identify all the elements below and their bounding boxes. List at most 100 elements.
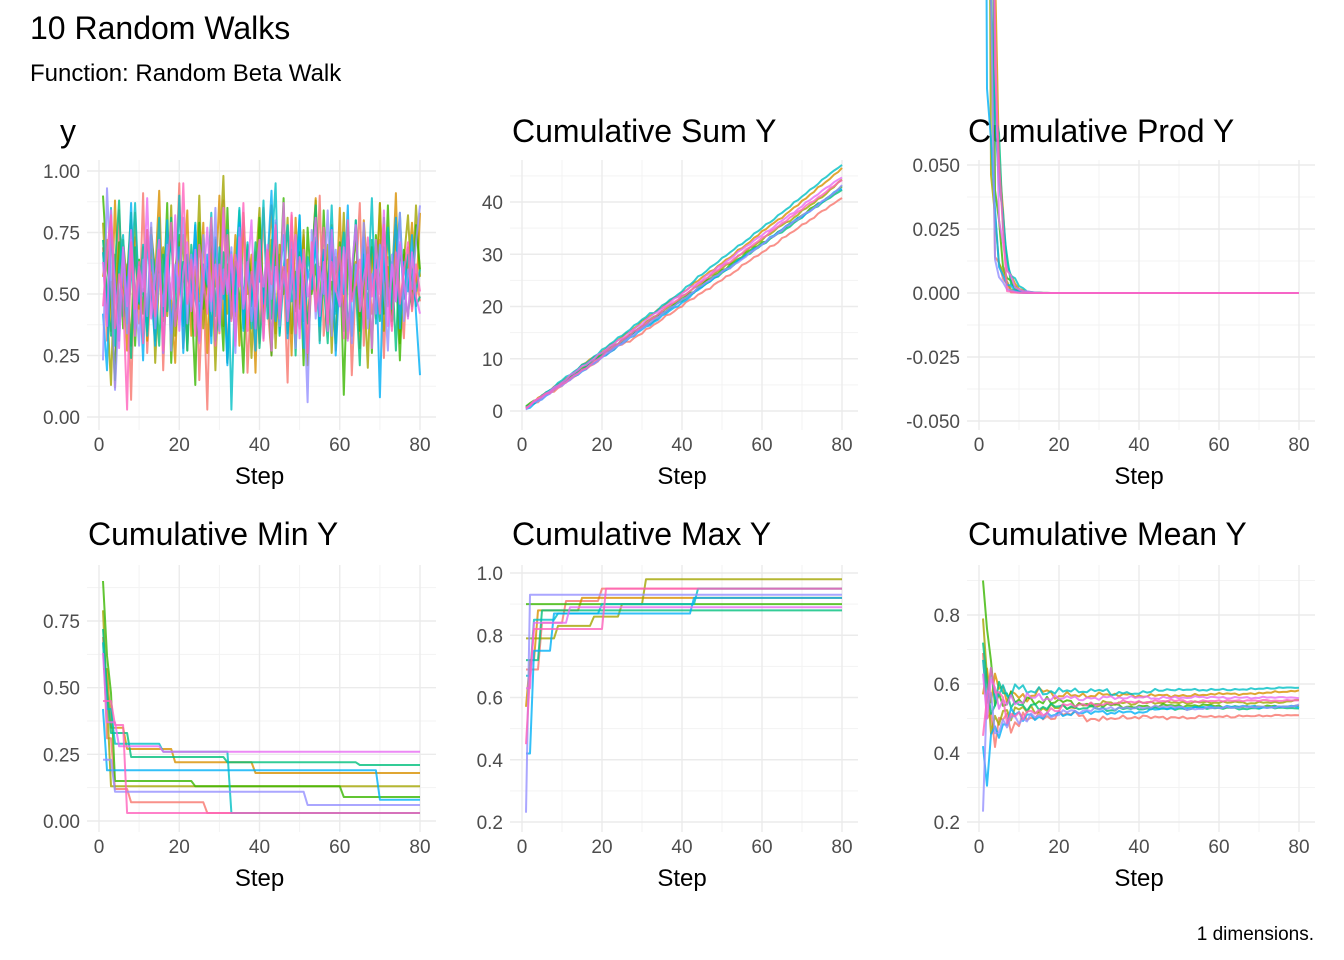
series-line-5 bbox=[102, 628, 420, 766]
series-line-8 bbox=[982, 689, 1300, 812]
x-tick-label: 20 bbox=[169, 837, 190, 858]
x-axis-label: Step bbox=[235, 463, 284, 490]
series-line-6 bbox=[525, 164, 843, 409]
x-tick-label: 60 bbox=[329, 435, 350, 456]
x-tick-label: 60 bbox=[751, 435, 772, 456]
series-line-7 bbox=[102, 708, 420, 801]
x-tick-label: 60 bbox=[329, 837, 350, 858]
series-line-10 bbox=[102, 182, 421, 411]
y-tick-label: 0.8 bbox=[934, 606, 960, 627]
y-tick-label: 0.00 bbox=[43, 812, 80, 833]
y-tick-label: 0 bbox=[492, 402, 503, 423]
y-tick-label: 0.6 bbox=[934, 675, 960, 696]
x-tick-label: 80 bbox=[831, 435, 852, 456]
series-line-5 bbox=[982, 642, 1300, 715]
x-tick-label: 20 bbox=[169, 435, 190, 456]
y-tick-label: 1.00 bbox=[43, 162, 80, 183]
series-line-9 bbox=[525, 176, 843, 409]
series-line-9 bbox=[526, 606, 842, 690]
series-line-2 bbox=[103, 668, 420, 774]
y-tick-label: 0.4 bbox=[477, 751, 504, 772]
panel-title: y bbox=[60, 113, 76, 149]
figure-subtitle: Function: Random Beta Walk bbox=[30, 60, 342, 87]
y-tick-label: 40 bbox=[482, 193, 503, 214]
y-tick-label: 0.25 bbox=[43, 745, 80, 766]
series-line-5 bbox=[525, 189, 843, 409]
series-line-10 bbox=[103, 700, 420, 814]
y-tick-label: 30 bbox=[482, 245, 503, 266]
y-tick-label: 20 bbox=[482, 298, 503, 319]
series-line-10 bbox=[982, 666, 1300, 736]
figure-caption: 1 dimensions. bbox=[1197, 924, 1314, 945]
y-tick-label: 0.050 bbox=[912, 156, 960, 177]
series-line-3 bbox=[102, 610, 420, 788]
x-axis-label: Step bbox=[1114, 865, 1163, 892]
y-tick-label: 0.50 bbox=[43, 285, 80, 306]
x-tick-label: 0 bbox=[974, 435, 985, 456]
series-line-2 bbox=[982, 667, 1300, 704]
x-tick-label: 80 bbox=[831, 837, 852, 858]
y-tick-label: 0.75 bbox=[43, 612, 80, 633]
panel-cummin: 0.00 0.25 0.50 0.75 0 20 40 60 80 Cumulative Min … bbox=[43, 516, 436, 892]
x-axis-label: Step bbox=[657, 463, 706, 490]
y-tick-label: 0.8 bbox=[477, 626, 503, 647]
x-tick-label: 0 bbox=[517, 435, 528, 456]
x-axis-label: Step bbox=[235, 865, 284, 892]
x-tick-label: 0 bbox=[517, 837, 528, 858]
y-tick-label: 0.2 bbox=[477, 813, 503, 834]
x-tick-label: 40 bbox=[1128, 837, 1149, 858]
panels: 0.000.250.500.751.000 20 40 60 80yStep010203… bbox=[43, 0, 1315, 892]
panel-cummax: 0.2 0.4 0.6 0.8 1.0 0 20 40 60 80 Cumulative Max Y… bbox=[477, 516, 858, 892]
panel-identity: 0.00 0.25 0.50 0.75 1.00 0 20 40 60 80 y Step bbox=[43, 113, 436, 490]
y-tick-label: -0.050 bbox=[906, 412, 960, 433]
y-tick-label: 0.75 bbox=[43, 224, 80, 245]
series-line-3 bbox=[526, 578, 842, 640]
panel-cummean: 0.2 0.4 0.6 0.8 0 20 40 60 80 Cumulative Mean Y St… bbox=[934, 516, 1315, 892]
y-tick-label: 0.4 bbox=[934, 744, 961, 765]
series-line-10 bbox=[525, 179, 843, 410]
x-tick-label: 40 bbox=[671, 837, 692, 858]
x-axis-label: Step bbox=[1114, 463, 1163, 490]
x-tick-label: 40 bbox=[249, 435, 270, 456]
series-line-9 bbox=[982, 673, 1300, 720]
x-tick-label: 20 bbox=[591, 435, 612, 456]
x-axis-label: Step bbox=[657, 865, 706, 892]
x-tick-label: 80 bbox=[409, 837, 430, 858]
series-line-10 bbox=[993, 0, 1299, 294]
y-tick-label: 0.50 bbox=[43, 679, 80, 700]
panel-title: Cumulative Max Y bbox=[512, 516, 771, 552]
y-tick-label: 0.2 bbox=[934, 813, 960, 834]
y-tick-label: 0.000 bbox=[912, 284, 960, 305]
x-tick-label: 60 bbox=[1208, 837, 1229, 858]
x-tick-label: 0 bbox=[974, 837, 985, 858]
x-tick-label: 20 bbox=[1048, 837, 1069, 858]
series-line-10 bbox=[525, 587, 842, 745]
y-tick-label: 0.00 bbox=[43, 408, 80, 429]
series-line-9 bbox=[102, 652, 420, 753]
y-tick-label: 10 bbox=[482, 350, 503, 371]
series-line-6 bbox=[982, 659, 1300, 704]
x-tick-label: 80 bbox=[1288, 435, 1309, 456]
figure-title: 10 Random Walks bbox=[30, 10, 290, 46]
panel-title: Cumulative Prod Y bbox=[968, 113, 1234, 149]
series-line-5 bbox=[526, 609, 842, 662]
x-tick-label: 60 bbox=[751, 837, 772, 858]
panel-cumprod: -0.050 -0.025 0.000 0.025 0.050 0 20 40 60 80 Cumu… bbox=[906, 0, 1315, 490]
y-tick-label: -0.025 bbox=[906, 348, 960, 369]
x-tick-label: 80 bbox=[409, 435, 430, 456]
x-tick-label: 40 bbox=[1128, 435, 1149, 456]
x-tick-label: 0 bbox=[94, 837, 105, 858]
panel-title: Cumulative Min Y bbox=[88, 516, 338, 552]
x-tick-label: 20 bbox=[591, 837, 612, 858]
x-tick-label: 0 bbox=[94, 435, 105, 456]
x-tick-label: 20 bbox=[1048, 435, 1069, 456]
series-line-8 bbox=[103, 758, 420, 806]
panel-title: Cumulative Mean Y bbox=[968, 516, 1247, 552]
x-tick-label: 40 bbox=[671, 435, 692, 456]
panel-cumsum: 0 10 20 30 40 0 20 40 60 80 Cumulative Sum Y Step bbox=[482, 113, 858, 490]
x-tick-label: 60 bbox=[1208, 435, 1229, 456]
series-line-8 bbox=[525, 593, 842, 813]
series-line-7 bbox=[526, 596, 842, 755]
y-tick-label: 1.0 bbox=[477, 564, 503, 585]
